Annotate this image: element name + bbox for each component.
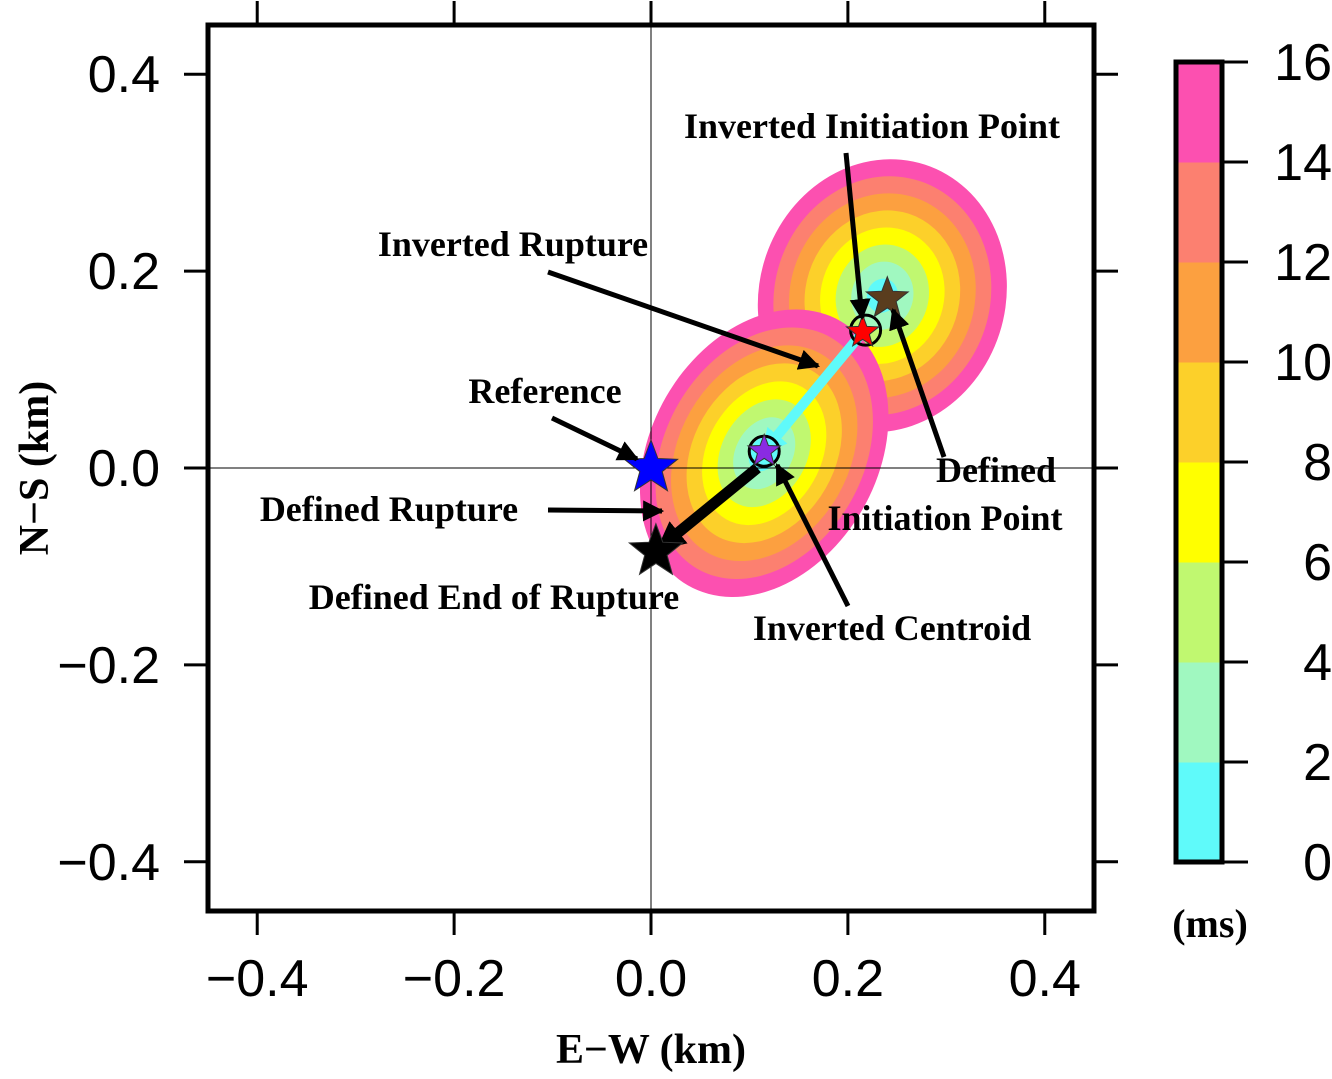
colorbar-segment — [1176, 462, 1222, 563]
pointer-defined-initiation — [889, 308, 947, 458]
annotation-defined-end-of-rupture: Defined End of Rupture — [309, 577, 679, 617]
x-tick-label: 0.4 — [1009, 950, 1081, 1008]
y-tick-label: 0.4 — [88, 46, 160, 104]
rupture-vector-1 — [760, 328, 867, 456]
colorbar-unit-label: (ms) — [1172, 901, 1248, 946]
event-markers — [623, 275, 910, 576]
colorbar-tick-label: 0 — [1303, 834, 1332, 892]
annotation-inverted-centroid: Inverted Centroid — [753, 608, 1031, 648]
annotation-defined-rupture: Defined Rupture — [260, 489, 518, 529]
y-tick-label: −0.4 — [57, 834, 160, 892]
colorbar: 0 2 4 6 8 10 12 14 16 — [1173, 34, 1332, 892]
y-axis: 0.4 0.2 0.0 −0.2 −0.4 — [57, 46, 1118, 892]
annotation-defined: Defined — [936, 450, 1056, 490]
x-axis: −0.4 −0.2 0.0 0.2 0.4 — [206, 1, 1081, 1008]
x-axis-label: E−W (km) — [556, 1027, 746, 1073]
annotation-inverted-rupture: Inverted Rupture — [378, 224, 648, 264]
pointer-reference — [550, 415, 639, 462]
pointer-defined-rupture — [547, 500, 665, 522]
y-tick-label: −0.2 — [57, 637, 160, 695]
annotation-inverted-initiation-point: Inverted Initiation Point — [684, 106, 1060, 146]
y-tick-label: 0.2 — [88, 243, 160, 301]
colorbar-tick-label: 16 — [1274, 34, 1332, 92]
star-marker-defined-end-of-rupture — [627, 522, 684, 576]
x-tick-label: −0.4 — [206, 950, 309, 1008]
pointer-inverted-centroid — [774, 463, 851, 608]
colorbar-tick-label: 6 — [1303, 534, 1332, 592]
pointer-inverted-rupture — [547, 269, 820, 370]
y-axis-label: N−S (km) — [12, 381, 58, 555]
star-marker-inverted-centroid — [746, 432, 782, 467]
star-marker-defined-initiation-point — [864, 275, 910, 318]
colorbar-segment — [1176, 662, 1222, 763]
annotations: Inverted Initiation Point Inverted Ruptu… — [260, 106, 1063, 648]
y-tick-label: 0.0 — [88, 440, 160, 498]
colorbar-segment — [1176, 762, 1222, 863]
colorbar-tick-label: 14 — [1274, 134, 1332, 192]
rupture-vector-2 — [656, 463, 761, 552]
colorbar-tick-label: 10 — [1274, 334, 1332, 392]
colorbar-tick-label: 4 — [1303, 634, 1332, 692]
colorbar-segment — [1176, 62, 1222, 163]
x-tick-label: 0.0 — [615, 950, 687, 1008]
colorbar-tick-label: 2 — [1303, 734, 1332, 792]
x-tick-label: −0.2 — [403, 950, 506, 1008]
colorbar-tick-label: 8 — [1303, 434, 1332, 492]
colorbar-segment — [1176, 162, 1222, 263]
x-tick-label: 0.2 — [812, 950, 884, 1008]
annotation-reference: Reference — [468, 371, 621, 411]
star-marker-inverted-initiation-point — [845, 313, 881, 348]
colorbar-segment — [1176, 262, 1222, 363]
colorbar-segment — [1176, 562, 1222, 663]
pointer-inverted-initiation — [843, 152, 871, 321]
colorbar-tick-label: 12 — [1274, 234, 1332, 292]
colorbar-segment — [1176, 362, 1222, 463]
annotation-initiation-point: Initiation Point — [827, 498, 1062, 538]
